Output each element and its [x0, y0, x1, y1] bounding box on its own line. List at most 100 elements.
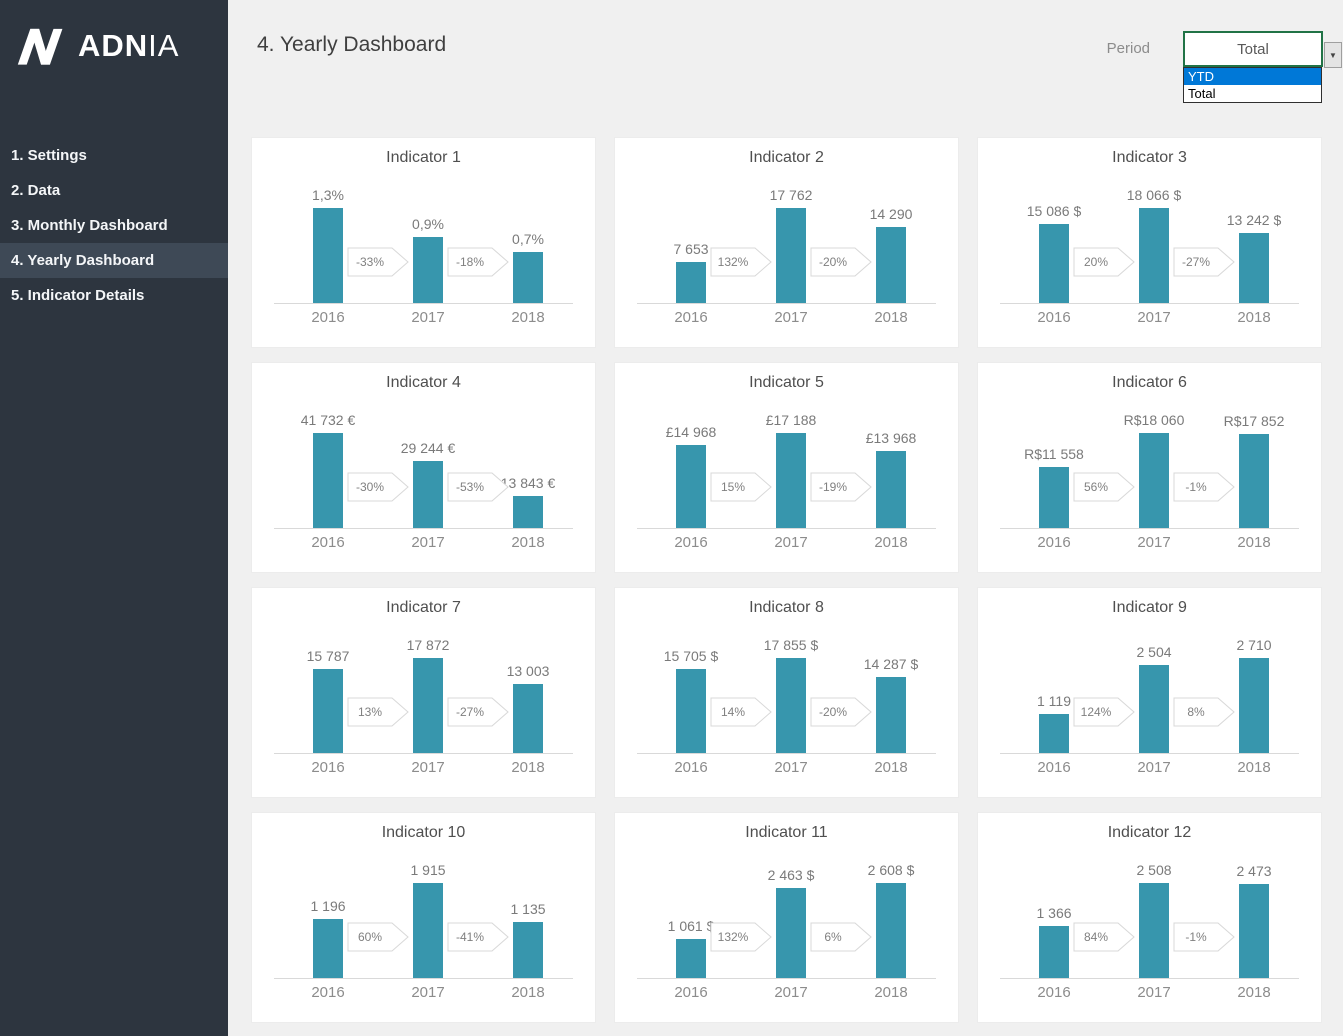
- arrow-badge-icon: [347, 922, 409, 952]
- indicator-card: Indicator 12 1 366 2 508 2 473 84% -1% 2016 201…: [977, 812, 1322, 1023]
- indicator-card: Indicator 3 15 086 $ 18 066 $ 13 242 $ 20% -2…: [977, 137, 1322, 348]
- value-label: 13 003: [506, 663, 550, 679]
- change-badge-label: 6%: [824, 930, 842, 944]
- arrow-badge-icon: [710, 247, 772, 277]
- chart-bar: [413, 237, 443, 303]
- chart-bar: [513, 496, 543, 528]
- change-badge: -27%: [1173, 247, 1235, 277]
- year-label: 2017: [774, 984, 808, 1001]
- value-label: 1 366: [1036, 905, 1072, 921]
- change-badge-label: -33%: [355, 255, 384, 269]
- value-label: 2 608 $: [867, 862, 915, 878]
- indicator-card: Indicator 8 15 705 $ 17 855 $ 14 287 $ 14% -2…: [614, 587, 959, 798]
- bar-chart: 15 705 $ 17 855 $ 14 287 $ 14% -20%: [615, 624, 958, 753]
- change-badge-label: 60%: [357, 930, 383, 944]
- arrow-badge-icon: [810, 472, 872, 502]
- change-badge-label: -53%: [455, 480, 484, 494]
- year-label: 2017: [1137, 759, 1171, 776]
- change-badge: 124%: [1073, 697, 1135, 727]
- year-label: 2017: [1137, 984, 1171, 1001]
- chart-bar: [1239, 233, 1269, 303]
- year-label: 2018: [511, 309, 545, 326]
- value-label: 13 242 $: [1226, 212, 1282, 228]
- arrow-badge-icon: [1073, 247, 1135, 277]
- x-axis-line: [637, 303, 936, 304]
- year-label: 2017: [1137, 309, 1171, 326]
- dropdown-option-ytd[interactable]: YTD: [1184, 68, 1321, 85]
- period-select[interactable]: Total: [1183, 31, 1323, 67]
- change-badge: -20%: [810, 697, 872, 727]
- value-label: 1 196: [310, 898, 346, 914]
- x-axis-line: [1000, 978, 1299, 979]
- year-label: 2017: [411, 984, 445, 1001]
- chart-bar: [776, 208, 806, 303]
- x-axis-line: [1000, 753, 1299, 754]
- value-label: 0,9%: [412, 216, 444, 232]
- change-badge: 132%: [710, 247, 772, 277]
- sidebar-item-2[interactable]: 2. Data: [11, 182, 61, 199]
- logo-text-bold: ADN: [78, 27, 149, 63]
- page-title: 4. Yearly Dashboard: [257, 33, 447, 56]
- period-dropdown-button[interactable]: ▼: [1324, 42, 1342, 68]
- chart-bar: [776, 888, 806, 978]
- dropdown-option-total[interactable]: Total: [1188, 86, 1216, 101]
- indicator-title: Indicator 8: [749, 599, 824, 616]
- indicator-title: Indicator 12: [1107, 824, 1192, 841]
- arrow-badge-icon: [347, 697, 409, 727]
- bar-chart: 41 732 € 29 244 € 13 843 € -30% -53%: [252, 399, 595, 528]
- sidebar-item-3[interactable]: 3. Monthly Dashboard: [11, 217, 168, 234]
- chart-bar: [1039, 714, 1069, 753]
- change-badge: 20%: [1073, 247, 1135, 277]
- sidebar: ADNIA 1. Settings 2. Data 3. Monthly Dashb…: [0, 0, 228, 1036]
- year-label: 2016: [674, 534, 708, 551]
- change-badge-label: -27%: [455, 705, 484, 719]
- arrow-badge-icon: [810, 922, 872, 952]
- chart-bar: [1139, 433, 1169, 528]
- logo: ADNIA: [16, 24, 179, 66]
- value-label: R$11 558: [1024, 446, 1084, 462]
- value-label: 2 504: [1136, 644, 1172, 660]
- year-label: 2016: [1037, 534, 1071, 551]
- arrow-badge-icon: [1173, 697, 1235, 727]
- change-badge: 13%: [347, 697, 409, 727]
- change-badge: 132%: [710, 922, 772, 952]
- value-label: 17 855 $: [763, 637, 819, 653]
- year-label: 2018: [511, 984, 545, 1001]
- year-label: 2018: [874, 534, 908, 551]
- sidebar-item-1[interactable]: 1. Settings: [11, 147, 87, 164]
- year-label: 2016: [674, 984, 708, 1001]
- chart-bar: [313, 919, 343, 978]
- value-label: £17 188: [765, 412, 817, 428]
- bar-chart: 15 787 17 872 13 003 13% -27%: [252, 624, 595, 753]
- arrow-badge-icon: [810, 697, 872, 727]
- arrow-badge-icon: [347, 247, 409, 277]
- change-badge-label: 84%: [1083, 930, 1109, 944]
- sidebar-item-4[interactable]: 4. Yearly Dashboard: [0, 243, 228, 278]
- change-badge-label: -27%: [1181, 255, 1210, 269]
- x-axis-line: [1000, 528, 1299, 529]
- year-label: 2018: [1237, 759, 1271, 776]
- arrow-badge-icon: [1173, 472, 1235, 502]
- indicator-card: Indicator 11 1 061 $ 2 463 $ 2 608 $ 132% 6% 2…: [614, 812, 959, 1023]
- x-axis-line: [274, 753, 573, 754]
- change-badge: -1%: [1173, 472, 1235, 502]
- value-label: 15 086 $: [1026, 203, 1082, 219]
- sidebar-item-5[interactable]: 5. Indicator Details: [11, 287, 145, 304]
- change-badge-label: -20%: [818, 255, 847, 269]
- bar-chart: 1 366 2 508 2 473 84% -1%: [978, 849, 1321, 978]
- chart-bar: [876, 677, 906, 753]
- change-badge-label: -20%: [818, 705, 847, 719]
- arrow-badge-icon: [810, 247, 872, 277]
- chart-bar: [513, 252, 543, 303]
- x-axis-line: [274, 978, 573, 979]
- arrow-badge-icon: [1073, 922, 1135, 952]
- year-label: 2017: [774, 309, 808, 326]
- chart-bar: [776, 658, 806, 753]
- change-badge: 84%: [1073, 922, 1135, 952]
- year-label: 2016: [1037, 759, 1071, 776]
- arrow-badge-icon: [447, 922, 509, 952]
- change-badge: -19%: [810, 472, 872, 502]
- value-label: 1 915: [410, 862, 446, 878]
- chart-bar: [1239, 658, 1269, 753]
- change-badge: -1%: [1173, 922, 1235, 952]
